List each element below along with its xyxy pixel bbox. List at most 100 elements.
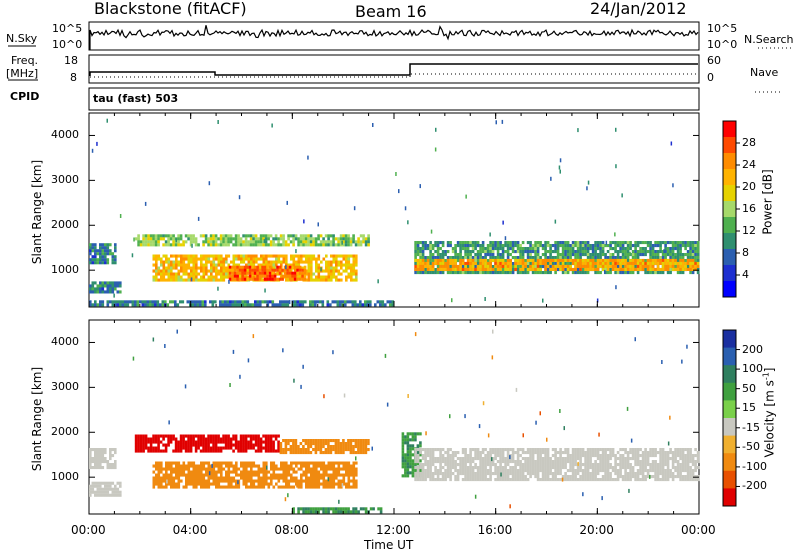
velocity-cell <box>581 475 585 479</box>
velocity-cell <box>429 454 432 458</box>
velocity-cell <box>202 461 206 465</box>
power-cell <box>586 247 590 251</box>
velocity-cell <box>170 479 173 483</box>
power-cell <box>676 244 680 248</box>
power-cell <box>295 263 298 267</box>
velocity-cell <box>639 463 642 467</box>
velocity-cell <box>601 448 605 452</box>
velocity-cell <box>89 451 92 455</box>
power-cell <box>459 247 462 251</box>
power-cell <box>251 277 254 281</box>
power-cell <box>611 253 615 257</box>
velocity-cell <box>606 463 610 467</box>
velocity-cell <box>484 472 487 476</box>
velocity-cell <box>494 463 497 467</box>
power-cell <box>436 261 440 265</box>
velocity-cell <box>574 454 577 458</box>
velocity-cell <box>589 475 592 479</box>
power-cell <box>491 258 495 262</box>
velocity-cell <box>207 437 210 441</box>
power-cell <box>91 303 95 307</box>
velocity-cell <box>654 460 657 464</box>
velocity-cell <box>342 461 346 465</box>
velocity-cell <box>357 448 360 452</box>
velocity-cell <box>479 460 482 464</box>
power-cell <box>594 250 597 254</box>
velocity-cell <box>476 472 480 476</box>
power-cell <box>196 303 200 307</box>
velocity-cell <box>157 440 160 444</box>
velocity-cell <box>436 472 440 476</box>
power-cell <box>489 247 492 251</box>
power-cell <box>199 303 202 307</box>
velocity-cell <box>252 482 256 486</box>
power-cell <box>231 277 234 281</box>
power-cell <box>479 267 482 271</box>
velocity-cell <box>294 445 298 449</box>
power-cell <box>242 234 245 238</box>
power-cell <box>187 275 191 279</box>
power-cell <box>309 237 313 241</box>
velocity-cell <box>456 469 460 473</box>
power-speck <box>419 184 421 189</box>
velocity-cell <box>197 446 200 450</box>
velocity-cell <box>499 448 502 452</box>
velocity-cell <box>307 507 310 511</box>
velocity-cell <box>299 451 303 455</box>
power-cell <box>551 264 555 268</box>
power-cell <box>111 287 115 291</box>
power-cell <box>172 275 176 279</box>
velocity-cell <box>411 453 415 457</box>
power-cell <box>499 253 502 257</box>
power-cell <box>424 264 427 268</box>
velocity-cell <box>160 470 163 474</box>
power-cell <box>659 258 662 262</box>
power-cell <box>629 267 632 271</box>
power-cell <box>624 258 627 262</box>
velocity-cell <box>290 461 293 465</box>
power-cell <box>324 234 328 238</box>
power-cell <box>167 257 171 261</box>
power-cell <box>689 253 692 257</box>
velocity-cell <box>494 466 497 470</box>
power-cell <box>335 257 338 261</box>
power-cell <box>459 271 462 275</box>
power-cell <box>659 247 662 251</box>
velocity-cell <box>464 466 467 470</box>
power-speck <box>604 270 606 274</box>
velocity-cell <box>119 493 122 497</box>
velocity-cell <box>431 472 435 476</box>
velocity-cell <box>197 437 200 441</box>
velocity-cell <box>414 478 417 482</box>
power-cell <box>564 250 567 254</box>
power-cell <box>674 247 677 251</box>
velocity-cell <box>224 446 228 450</box>
velocity-cell <box>200 473 203 477</box>
power-cell <box>227 240 230 244</box>
velocity-cell <box>349 439 353 443</box>
velocity-cell <box>309 451 313 455</box>
power-cell <box>471 267 475 271</box>
velocity-cell <box>534 472 537 476</box>
velocity-cell <box>601 460 605 464</box>
power-cell <box>591 264 595 268</box>
power-cell <box>601 247 605 251</box>
power-cell <box>454 253 457 257</box>
power-cell <box>554 271 557 275</box>
velocity-cell <box>484 466 487 470</box>
power-cell <box>541 253 545 257</box>
power-cell <box>345 257 348 261</box>
power-cell <box>489 253 492 257</box>
power-cell <box>419 267 422 271</box>
power-cell <box>441 261 445 265</box>
velocity-cell <box>554 466 557 470</box>
power-cell <box>651 256 655 260</box>
power-cell <box>364 300 367 304</box>
velocity-cell <box>327 439 330 443</box>
velocity-cell <box>352 467 356 471</box>
power-cell <box>236 303 240 307</box>
power-cell <box>656 250 660 254</box>
velocity-cell <box>329 448 333 452</box>
velocity-cell <box>111 487 115 491</box>
power-cell <box>516 250 520 254</box>
